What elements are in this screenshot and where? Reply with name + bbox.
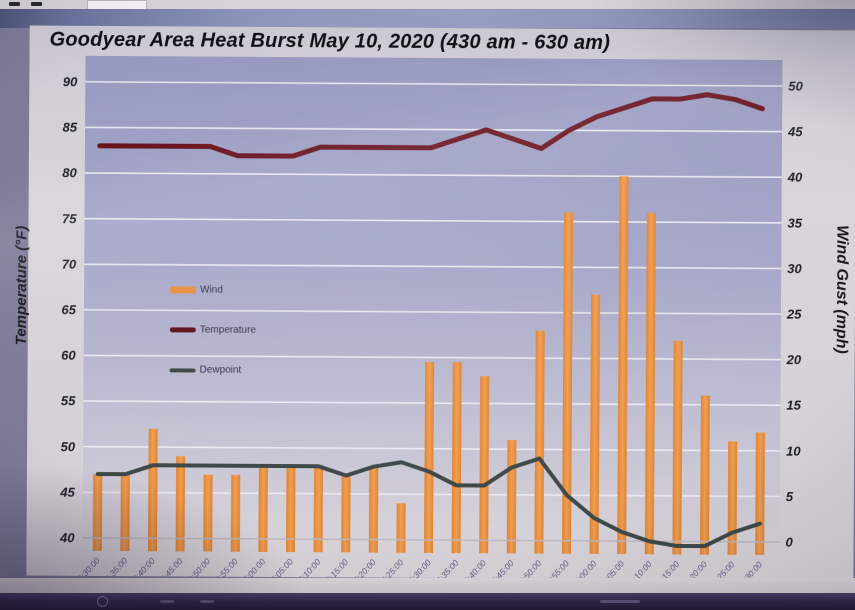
- taskbar-item-icon[interactable]: [160, 600, 174, 603]
- right-axis-tick: 35: [787, 215, 802, 230]
- wind-bar: [617, 176, 629, 555]
- wind-bar: [396, 503, 406, 553]
- wind-bar: [175, 456, 186, 552]
- legend-item-temperature: Temperature: [169, 324, 257, 336]
- gridline: [84, 172, 782, 179]
- x-axis-tick: 4:35:00: [103, 556, 130, 581]
- wind-bar: [755, 432, 765, 555]
- window-chrome-band: [0, 9, 855, 28]
- taskbar: [0, 593, 855, 610]
- wind-bar: [120, 474, 130, 552]
- gridline: [84, 217, 782, 224]
- right-axis-tick: 40: [787, 170, 803, 185]
- wind-bar: [561, 212, 574, 554]
- left-axis-title: Temperature (°F): [12, 225, 31, 346]
- left-axis-tick: 90: [63, 74, 78, 89]
- x-axis-tick: 4:50:00: [186, 556, 213, 581]
- top-toolbar: [0, 0, 855, 10]
- taskbar-item-icon[interactable]: [200, 600, 214, 603]
- wind-bar: [313, 466, 324, 553]
- right-axis-title: Wind Gust (mph): [832, 225, 851, 354]
- wind-bar: [699, 395, 710, 555]
- wind-bar: [285, 466, 296, 553]
- chart-panel: Goodyear Area Heat Burst May 10, 2020 (4…: [13, 25, 855, 581]
- wind-bar: [672, 340, 683, 555]
- desktop-strip: [0, 578, 855, 593]
- wind-bar-swatch-icon: [170, 286, 197, 294]
- right-axis-tick: 50: [788, 79, 803, 94]
- right-axis-tick: 30: [787, 261, 802, 276]
- wind-bar: [589, 294, 601, 554]
- gridline: [83, 354, 781, 361]
- x-axis-tick: 5:10:00: [296, 557, 323, 581]
- wind-bar: [423, 362, 435, 553]
- temperature-line: [97, 92, 765, 159]
- right-axis-tick: 15: [786, 398, 801, 413]
- taskbar-item-icon: [600, 600, 640, 603]
- window-icon: [31, 2, 42, 6]
- right-axis-tick: 10: [786, 443, 801, 458]
- right-axis-tick: 20: [786, 352, 802, 367]
- wind-bar: [534, 330, 545, 554]
- search-icon[interactable]: [97, 596, 108, 607]
- plot-area: 40 45 50 55 60 65 70 75 80 85 90 0 5 10 15 20 25 30 35 40 45…: [59, 55, 804, 581]
- gridline: [84, 263, 782, 270]
- minimize-icon: [9, 2, 20, 6]
- x-axis-tick: 5:20:00: [351, 557, 378, 580]
- legend-item-dewpoint: Dewpoint: [169, 364, 242, 376]
- left-axis-tick: 55: [61, 393, 76, 408]
- gridline: [85, 81, 783, 87]
- legend-item-wind: Wind: [170, 284, 223, 296]
- right-axis-tick: 0: [786, 535, 794, 550]
- left-axis-tick: 80: [62, 165, 77, 180]
- left-axis-tick: 70: [62, 257, 77, 272]
- left-axis-tick: 40: [59, 530, 75, 545]
- right-axis-tick: 45: [787, 124, 803, 139]
- x-axis-tick: 5:05:00: [268, 557, 295, 581]
- wind-bar: [644, 212, 656, 555]
- dewpoint-line: [95, 456, 762, 549]
- wind-bar: [203, 474, 213, 552]
- left-axis-tick: 45: [59, 485, 75, 500]
- wind-bar: [451, 362, 462, 554]
- right-axis-tick: 25: [786, 307, 802, 322]
- wind-bar: [230, 474, 241, 552]
- right-axis-tick: 5: [786, 489, 794, 504]
- legend-label-wind: Wind: [200, 284, 223, 296]
- x-axis-tick: 4:55:00: [213, 556, 240, 580]
- wind-bar: [479, 376, 490, 554]
- wind-bar: [506, 440, 517, 554]
- x-axis-tick: 4:40:00: [130, 556, 157, 581]
- wind-bar: [727, 441, 738, 555]
- wind-bar: [92, 474, 103, 551]
- temperature-line-swatch-icon: [169, 327, 196, 333]
- gridline: [83, 309, 781, 315]
- left-axis-tick: 65: [61, 302, 76, 317]
- legend-label-dewpoint: Dewpoint: [199, 364, 242, 376]
- x-axis-tick: 4:30:00: [75, 555, 102, 580]
- dewpoint-line-swatch-icon: [169, 367, 196, 372]
- gridline: [85, 126, 783, 133]
- x-axis-tick: 5:15:00: [324, 557, 351, 581]
- wind-bar: [341, 475, 351, 553]
- x-axis-tick: 4:45:00: [158, 556, 185, 581]
- x-axis-tick: 5:00:00: [241, 556, 268, 580]
- wind-bar: [147, 428, 158, 552]
- wind-bar: [368, 466, 379, 553]
- left-axis-tick: 75: [62, 211, 77, 226]
- legend-label-temperature: Temperature: [199, 324, 257, 336]
- x-axis-line: [82, 537, 780, 543]
- left-axis-tick: 50: [61, 439, 76, 454]
- left-axis-tick: 85: [63, 120, 78, 135]
- plot-background: [82, 55, 783, 543]
- wind-bar: [258, 465, 268, 552]
- left-axis-tick: 60: [61, 348, 76, 363]
